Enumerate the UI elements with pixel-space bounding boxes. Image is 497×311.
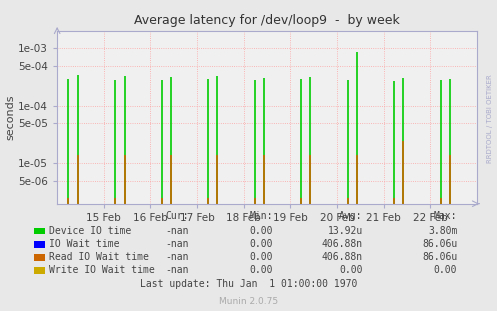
- Text: 406.88n: 406.88n: [322, 252, 363, 262]
- Text: 0.00: 0.00: [434, 265, 457, 275]
- Text: Write IO Wait time: Write IO Wait time: [49, 265, 155, 275]
- Text: Last update: Thu Jan  1 01:00:00 1970: Last update: Thu Jan 1 01:00:00 1970: [140, 279, 357, 289]
- Text: RRDTOOL / TOBI OETIKER: RRDTOOL / TOBI OETIKER: [487, 74, 493, 163]
- Text: 3.80m: 3.80m: [428, 226, 457, 236]
- Text: Read IO Wait time: Read IO Wait time: [49, 252, 149, 262]
- Text: Min:: Min:: [250, 211, 273, 221]
- Title: Average latency for /dev/loop9  -  by week: Average latency for /dev/loop9 - by week: [134, 14, 400, 27]
- Text: -nan: -nan: [166, 239, 189, 249]
- Text: Cur:: Cur:: [166, 211, 189, 221]
- Text: 86.06u: 86.06u: [422, 239, 457, 249]
- Text: 86.06u: 86.06u: [422, 252, 457, 262]
- Text: 0.00: 0.00: [339, 265, 363, 275]
- Text: Device IO time: Device IO time: [49, 226, 131, 236]
- Text: IO Wait time: IO Wait time: [49, 239, 119, 249]
- Text: Munin 2.0.75: Munin 2.0.75: [219, 297, 278, 305]
- Text: Max:: Max:: [434, 211, 457, 221]
- Text: 0.00: 0.00: [250, 252, 273, 262]
- Text: 0.00: 0.00: [250, 265, 273, 275]
- Text: 13.92u: 13.92u: [328, 226, 363, 236]
- Text: 406.88n: 406.88n: [322, 239, 363, 249]
- Text: -nan: -nan: [166, 265, 189, 275]
- Text: 0.00: 0.00: [250, 239, 273, 249]
- Text: 0.00: 0.00: [250, 226, 273, 236]
- Text: -nan: -nan: [166, 226, 189, 236]
- Y-axis label: seconds: seconds: [5, 95, 15, 140]
- Text: -nan: -nan: [166, 252, 189, 262]
- Text: Avg:: Avg:: [339, 211, 363, 221]
